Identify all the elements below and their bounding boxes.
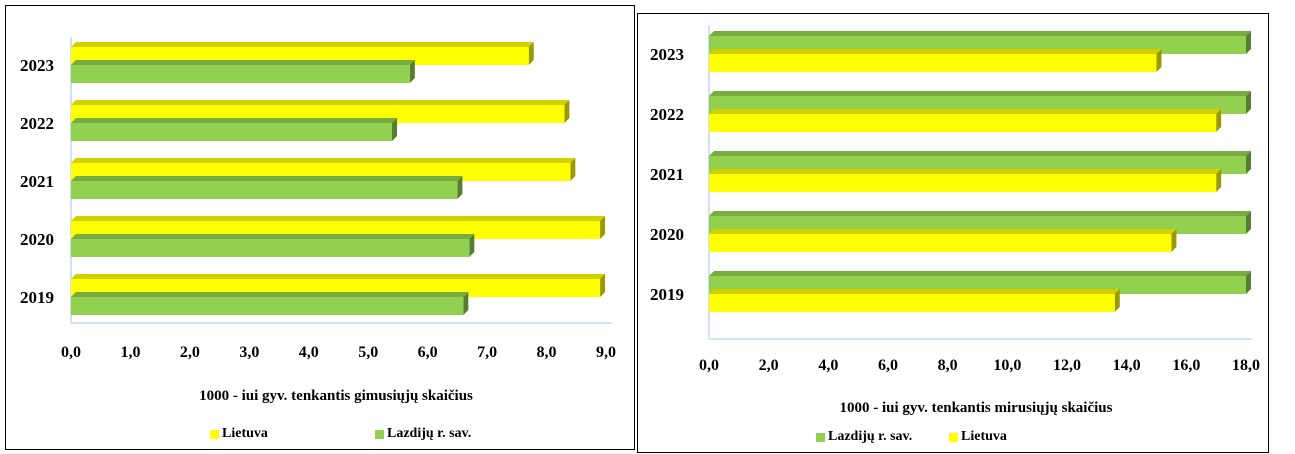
x-tick-label-1-0: 1,0 <box>120 344 140 361</box>
x-tick-label-8-0: 8,0 <box>537 344 557 361</box>
category-label-2020: 2020 <box>20 230 54 249</box>
x-tick-label-4-0: 4,0 <box>818 357 838 374</box>
x-tick-label-2-0: 2,0 <box>759 357 779 374</box>
bar-lietuva-2020-side <box>1171 229 1177 252</box>
category-label-2022: 2022 <box>650 105 684 124</box>
legend-swatch-lietuva <box>210 429 219 439</box>
bar-lietuva-2022 <box>709 114 1217 132</box>
bar-lazdij-r-sav-2020-top <box>71 234 475 239</box>
bar-lietuva-2019 <box>709 294 1115 312</box>
bar-lietuva-2022-side <box>564 100 570 123</box>
x-tick-label-5-0: 5,0 <box>358 344 378 361</box>
bar-lietuva-2021-side <box>570 158 576 181</box>
bar-lietuva-2023-top <box>709 49 1162 54</box>
x-tick-label-14-0: 14,0 <box>1113 357 1141 374</box>
bar-lietuva-2023-top <box>71 42 534 47</box>
bar-lazdij-r-sav-2019-side <box>1246 271 1251 294</box>
x-tick-label-2-0: 2,0 <box>180 344 200 361</box>
x-tick-label-6-0: 6,0 <box>878 357 898 374</box>
bar-lazdij-r-sav-2021-top <box>71 176 463 181</box>
bar-lietuva-2023-side <box>528 42 534 65</box>
bar-lietuva-2019-side <box>600 274 606 297</box>
bar-lazdij-r-sav-2019 <box>71 297 464 315</box>
x-axis-title: 1000 - iui gyv. tenkantis mirusiųjų skai… <box>840 400 1113 416</box>
bar-lietuva-2023-side <box>1156 49 1162 72</box>
bar-lazdij-r-sav-2023-top <box>71 60 415 65</box>
bar-lazdij-r-sav-2022-side <box>392 118 397 141</box>
bar-lietuva-2020-side <box>600 216 606 239</box>
bar-lazdij-r-sav-2020-side <box>1246 211 1251 234</box>
bar-lazdij-r-sav-2022-side <box>1246 91 1251 114</box>
x-tick-label-4-0: 4,0 <box>299 344 319 361</box>
deaths-chart-panel: 2023 2022 2021 2020 2019 0,0 2,0 4,0 6,0 8,0 10,0 1… <box>637 13 1269 453</box>
bar-lazdij-r-sav-2023-side <box>1246 31 1251 54</box>
bar-lazdij-r-sav-2020 <box>71 239 470 257</box>
bar-lazdij-r-sav-2022-top <box>71 118 397 123</box>
bar-lietuva-2022-top <box>709 109 1222 114</box>
legend-item-lazdiju: Lazdijų r. sav. <box>816 429 912 445</box>
births-chart-panel: 2023 2022 2021 2020 2019 0,0 1,0 2,0 3,0 4,0 5,0 6,… <box>5 5 635 450</box>
bar-lazdij-r-sav-2023-side <box>409 60 415 83</box>
category-label-2021: 2021 <box>650 165 684 184</box>
bar-lietuva-2019-top <box>709 289 1120 294</box>
category-label-2021: 2021 <box>20 172 54 191</box>
bar-lietuva-2019-side <box>1114 289 1120 312</box>
bar-lietuva-2021-side <box>1216 169 1222 192</box>
bar-lazdij-r-sav-2019-top <box>709 271 1251 276</box>
legend-item-lietuva: Lietuva <box>949 429 1007 445</box>
x-tick-label-7-0: 7,0 <box>477 344 497 361</box>
bar-lazdij-r-sav-2021-top <box>709 151 1251 156</box>
category-label-2019: 2019 <box>650 285 684 304</box>
x-tick-label-0-0: 0,0 <box>699 357 719 374</box>
category-label-2023: 2023 <box>650 45 684 64</box>
legend-swatch-lazdiju <box>375 429 384 439</box>
legend-label-lietuva: Lietuva <box>961 429 1007 444</box>
x-tick-label-18-0: 18,0 <box>1232 357 1260 374</box>
legend-label-lazdiju: Lazdijų r. sav. <box>387 426 472 441</box>
bar-lazdij-r-sav-2022-top <box>709 91 1251 96</box>
bar-lietuva-2022-top <box>71 100 570 105</box>
legend-label-lazdiju: Lazdijų r. sav. <box>828 429 913 444</box>
bar-lietuva-2022-side <box>1216 109 1222 132</box>
legend-swatch-lazdiju <box>816 432 825 442</box>
legend-label-lietuva: Lietuva <box>222 426 268 441</box>
x-tick-label-12-0: 12,0 <box>1053 357 1081 374</box>
bar-lazdij-r-sav-2020-top <box>709 211 1251 216</box>
bar-lietuva-2020 <box>709 234 1172 252</box>
category-label-2022: 2022 <box>20 114 54 133</box>
bar-lietuva-2021-top <box>71 158 576 163</box>
legend-swatch-lietuva <box>949 432 958 442</box>
category-label-2023: 2023 <box>20 56 54 75</box>
bar-lazdij-r-sav-2020-side <box>469 234 475 257</box>
x-tick-label-8-0: 8,0 <box>938 357 958 374</box>
bar-lietuva-2020-top <box>71 216 606 221</box>
bar-lazdij-r-sav-2023 <box>71 65 410 83</box>
x-tick-label-16-0: 16,0 <box>1172 357 1200 374</box>
births-chart: 2023 2022 2021 2020 2019 0,0 1,0 2,0 3,0 4,0 5,0 6,… <box>20 37 616 404</box>
bar-lietuva-2021-top <box>709 169 1222 174</box>
category-label-2019: 2019 <box>20 288 54 307</box>
bar-lietuva-2023 <box>709 54 1157 72</box>
x-tick-label-0-0: 0,0 <box>61 344 81 361</box>
bar-lazdij-r-sav-2022 <box>71 123 392 141</box>
legend-item-lazdiju: Lazdijų r. sav. <box>375 426 471 442</box>
deaths-chart: 2023 2022 2021 2020 2019 0,0 2,0 4,0 6,0 8,0 10,0 1… <box>650 25 1260 416</box>
category-label-2020: 2020 <box>650 225 684 244</box>
x-tick-label-10-0: 10,0 <box>993 357 1021 374</box>
bar-lietuva-2019-top <box>71 274 606 279</box>
x-tick-label-3-0: 3,0 <box>239 344 259 361</box>
bar-lazdij-r-sav-2021 <box>71 181 458 199</box>
bar-lazdij-r-sav-2019-top <box>71 292 469 297</box>
bar-lietuva-2021 <box>709 174 1217 192</box>
x-tick-label-6-0: 6,0 <box>418 344 438 361</box>
x-tick-label-9-0: 9,0 <box>596 344 616 361</box>
bar-lazdij-r-sav-2019-side <box>463 292 469 315</box>
legend-item-lietuva: Lietuva <box>210 426 268 442</box>
bar-lazdij-r-sav-2021-side <box>1246 151 1251 174</box>
bar-lazdij-r-sav-2021-side <box>457 176 463 199</box>
x-axis-title: 1000 - iui gyv. tenkantis gimusiųjų skai… <box>199 388 473 404</box>
bar-lazdij-r-sav-2023-top <box>709 31 1251 36</box>
bar-lietuva-2020-top <box>709 229 1177 234</box>
